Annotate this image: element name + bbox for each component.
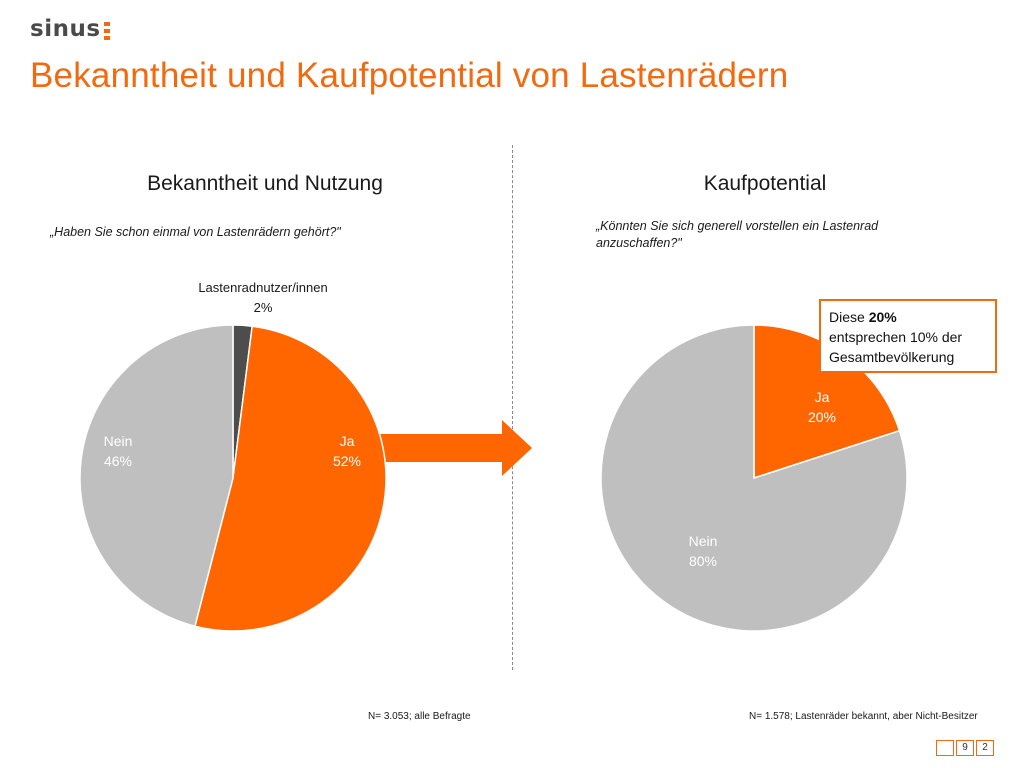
page-box-1 bbox=[936, 740, 954, 756]
left-question: „Haben Sie schon einmal von Lastenrädern… bbox=[50, 225, 341, 239]
pie-0-label-0: Lastenradnutzer/innen bbox=[198, 280, 327, 295]
left-chart-title: Bekanntheit und Nutzung bbox=[147, 172, 383, 195]
logo-text: sinus bbox=[30, 16, 101, 42]
pie-0-value-0: 2% bbox=[254, 300, 273, 315]
right-chart-title: Kaufpotential bbox=[703, 172, 827, 195]
callout-line2: entsprechen 10% der bbox=[829, 329, 963, 345]
callout-box: Diese 20% entsprechen 10% der Gesamtbevö… bbox=[819, 299, 997, 373]
pie-0-label-2: Nein bbox=[104, 433, 133, 449]
left-footnote: N= 3.053; alle Befragte bbox=[368, 711, 471, 722]
callout-line1: Diese 20% bbox=[829, 307, 987, 327]
page-box-3: 2 bbox=[976, 740, 994, 756]
right-question-line2: anzuschaffen?" bbox=[596, 236, 682, 250]
page-title: Bekanntheit und Kaufpotential von Lasten… bbox=[30, 56, 789, 95]
right-question: „Könnten Sie sich generell vorstellen ei… bbox=[596, 218, 878, 252]
pie-0-slice-2 bbox=[79, 324, 234, 628]
pie-0-value-2: 46% bbox=[104, 453, 132, 469]
pie-right: Ja 20% Nein 80% bbox=[600, 324, 908, 632]
callout-highlight: 20% bbox=[868, 309, 897, 325]
pie-left: Lastenradnutzer/innen 2% Ja 52% Nein 46% bbox=[79, 280, 387, 632]
page-box-2: 9 bbox=[956, 740, 974, 756]
pie-1-slice-1 bbox=[600, 324, 908, 632]
right-question-line1: „Könnten Sie sich generell vorstellen ei… bbox=[596, 219, 879, 233]
callout-prefix: Diese bbox=[829, 309, 869, 325]
pie-0-slice-1 bbox=[194, 325, 387, 632]
pie-1-value-1: 80% bbox=[689, 553, 717, 569]
page-number: 9 2 bbox=[936, 740, 994, 756]
pie-0-label-1: Ja bbox=[340, 433, 355, 449]
section-divider bbox=[512, 145, 513, 670]
pie-1-label-1: Nein bbox=[689, 533, 718, 549]
pie-0-value-1: 52% bbox=[333, 453, 361, 469]
logo-mark-icon bbox=[104, 22, 110, 40]
callout-line3: Gesamtbevölkerung bbox=[829, 349, 955, 365]
right-footnote: N= 1.578; Lastenräder bekannt, aber Nich… bbox=[749, 711, 978, 722]
arrow-right-icon bbox=[378, 420, 532, 476]
pie-1-value-0: 20% bbox=[808, 409, 836, 425]
pie-1-label-0: Ja bbox=[815, 389, 830, 405]
